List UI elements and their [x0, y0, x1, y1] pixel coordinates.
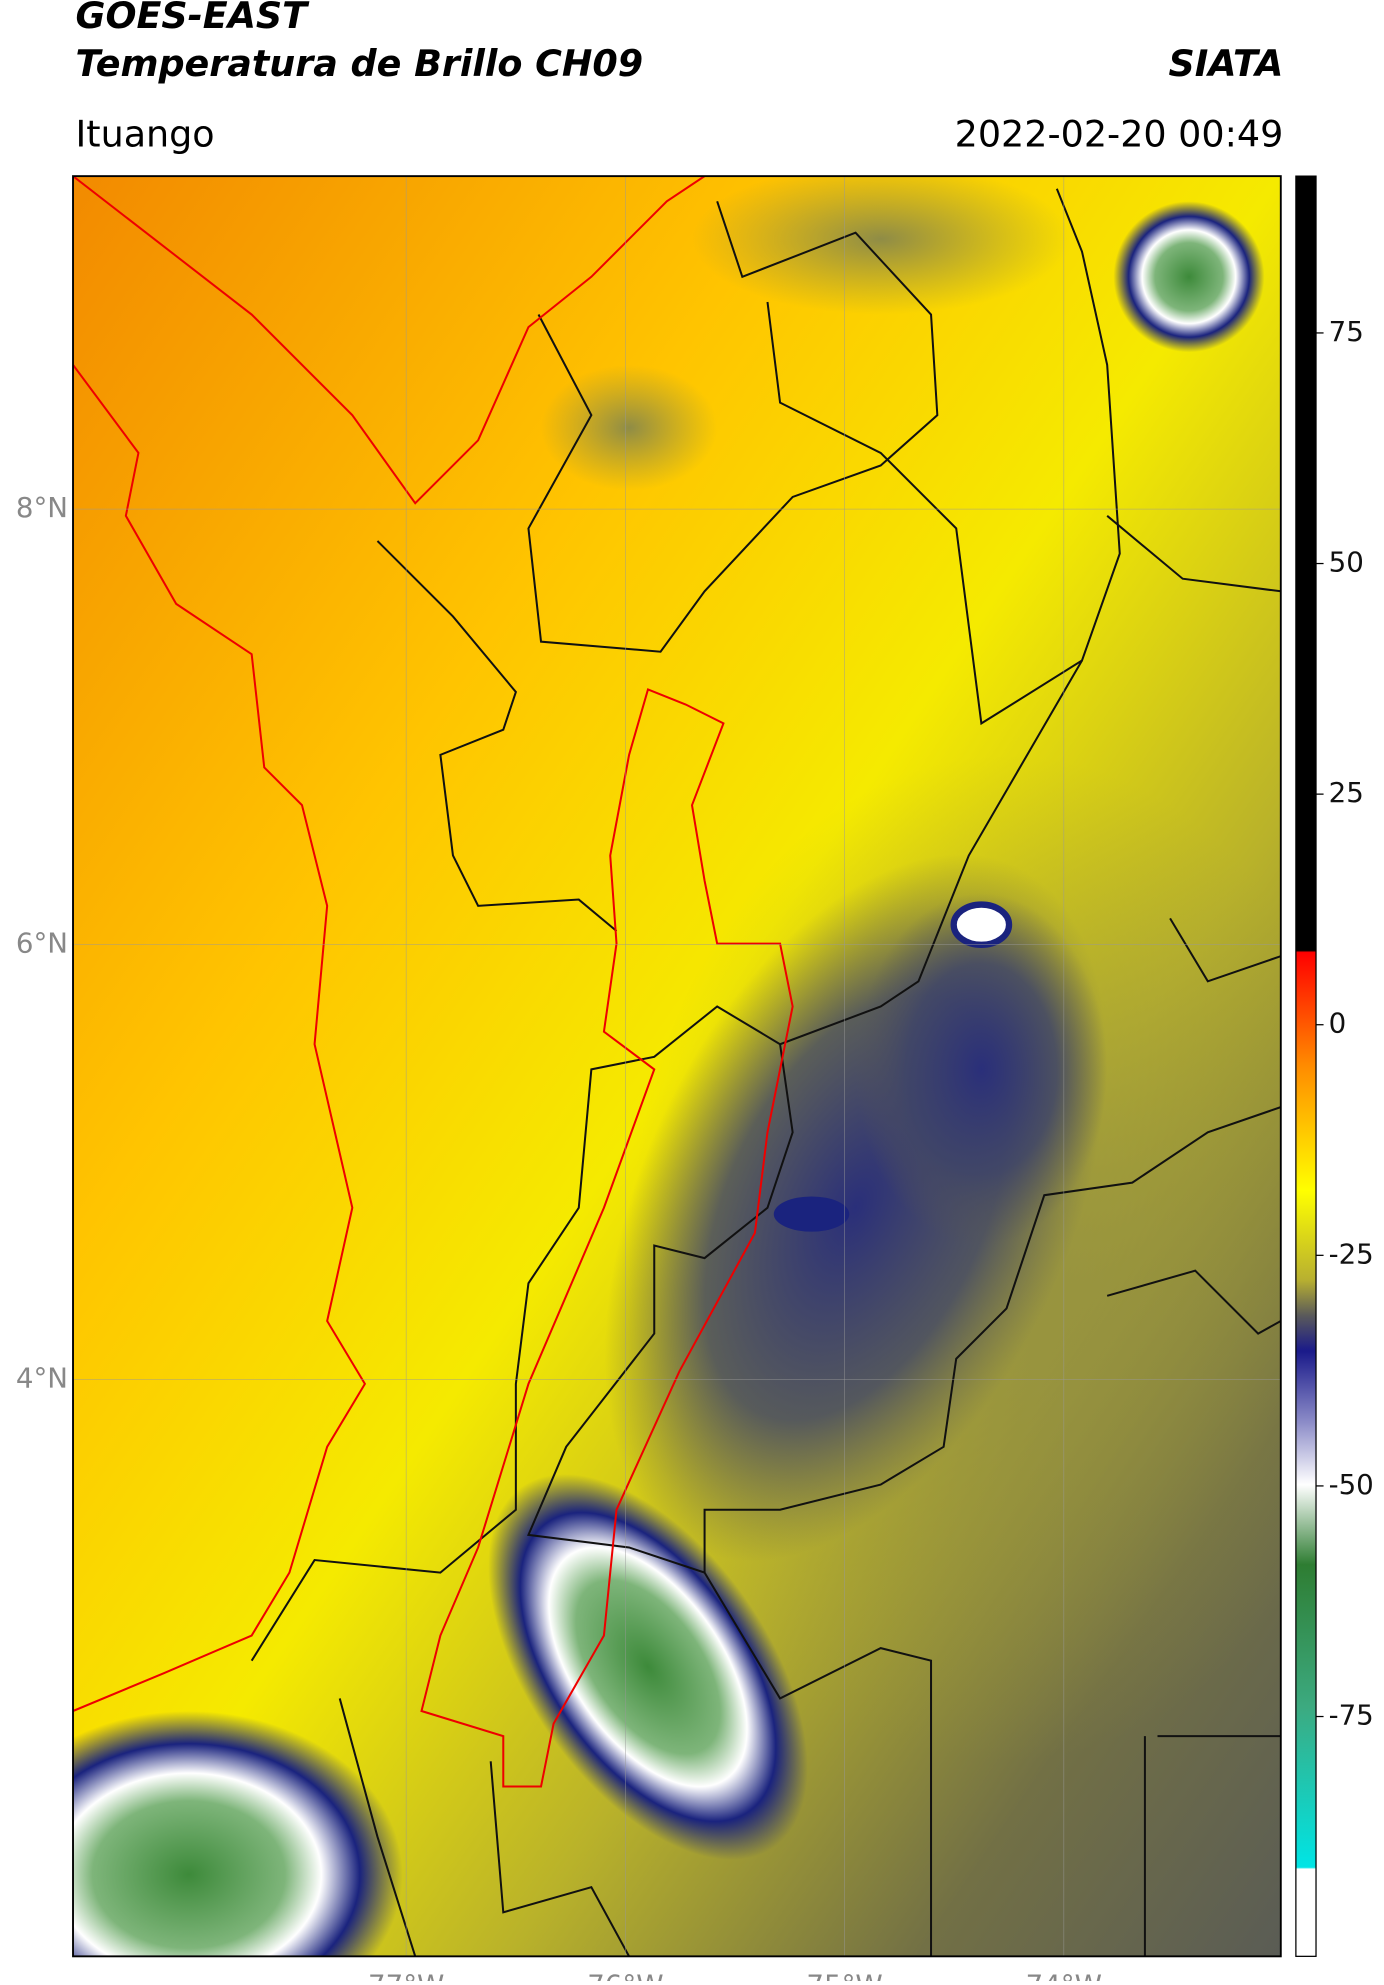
colorbar-tick-label: -75: [1329, 1699, 1374, 1732]
colorbar-tick-label: 50: [1329, 546, 1364, 579]
satellite-image: [73, 176, 1281, 1957]
x-tick-label: 77°W: [368, 1969, 444, 1981]
subtitle: Temperatura de Brillo CH09: [76, 42, 644, 85]
colorbar-tick-label: 75: [1329, 315, 1364, 348]
colorbar-tick-label: 25: [1329, 776, 1364, 809]
x-tick-label: 75°W: [806, 1969, 882, 1981]
colorbar: [1295, 175, 1317, 1957]
x-tick-label: 76°W: [587, 1969, 663, 1981]
colorbar-tick-label: -25: [1329, 1237, 1374, 1270]
colorbar-tick-label: -50: [1329, 1468, 1374, 1501]
source: SIATA: [1168, 42, 1283, 85]
x-tick-label: 74°W: [1026, 1969, 1102, 1981]
colorbar-tick-label: 0: [1329, 1007, 1347, 1040]
y-tick-label: 6°N: [16, 926, 68, 959]
datetime: 2022-02-20 00:49: [955, 112, 1284, 155]
y-tick-label: 8°N: [16, 491, 68, 524]
title: GOES-EAST: [76, 0, 311, 37]
region: Ituango: [76, 112, 215, 155]
y-tick-label: 4°N: [16, 1362, 68, 1395]
map-frame: [72, 175, 1282, 1958]
